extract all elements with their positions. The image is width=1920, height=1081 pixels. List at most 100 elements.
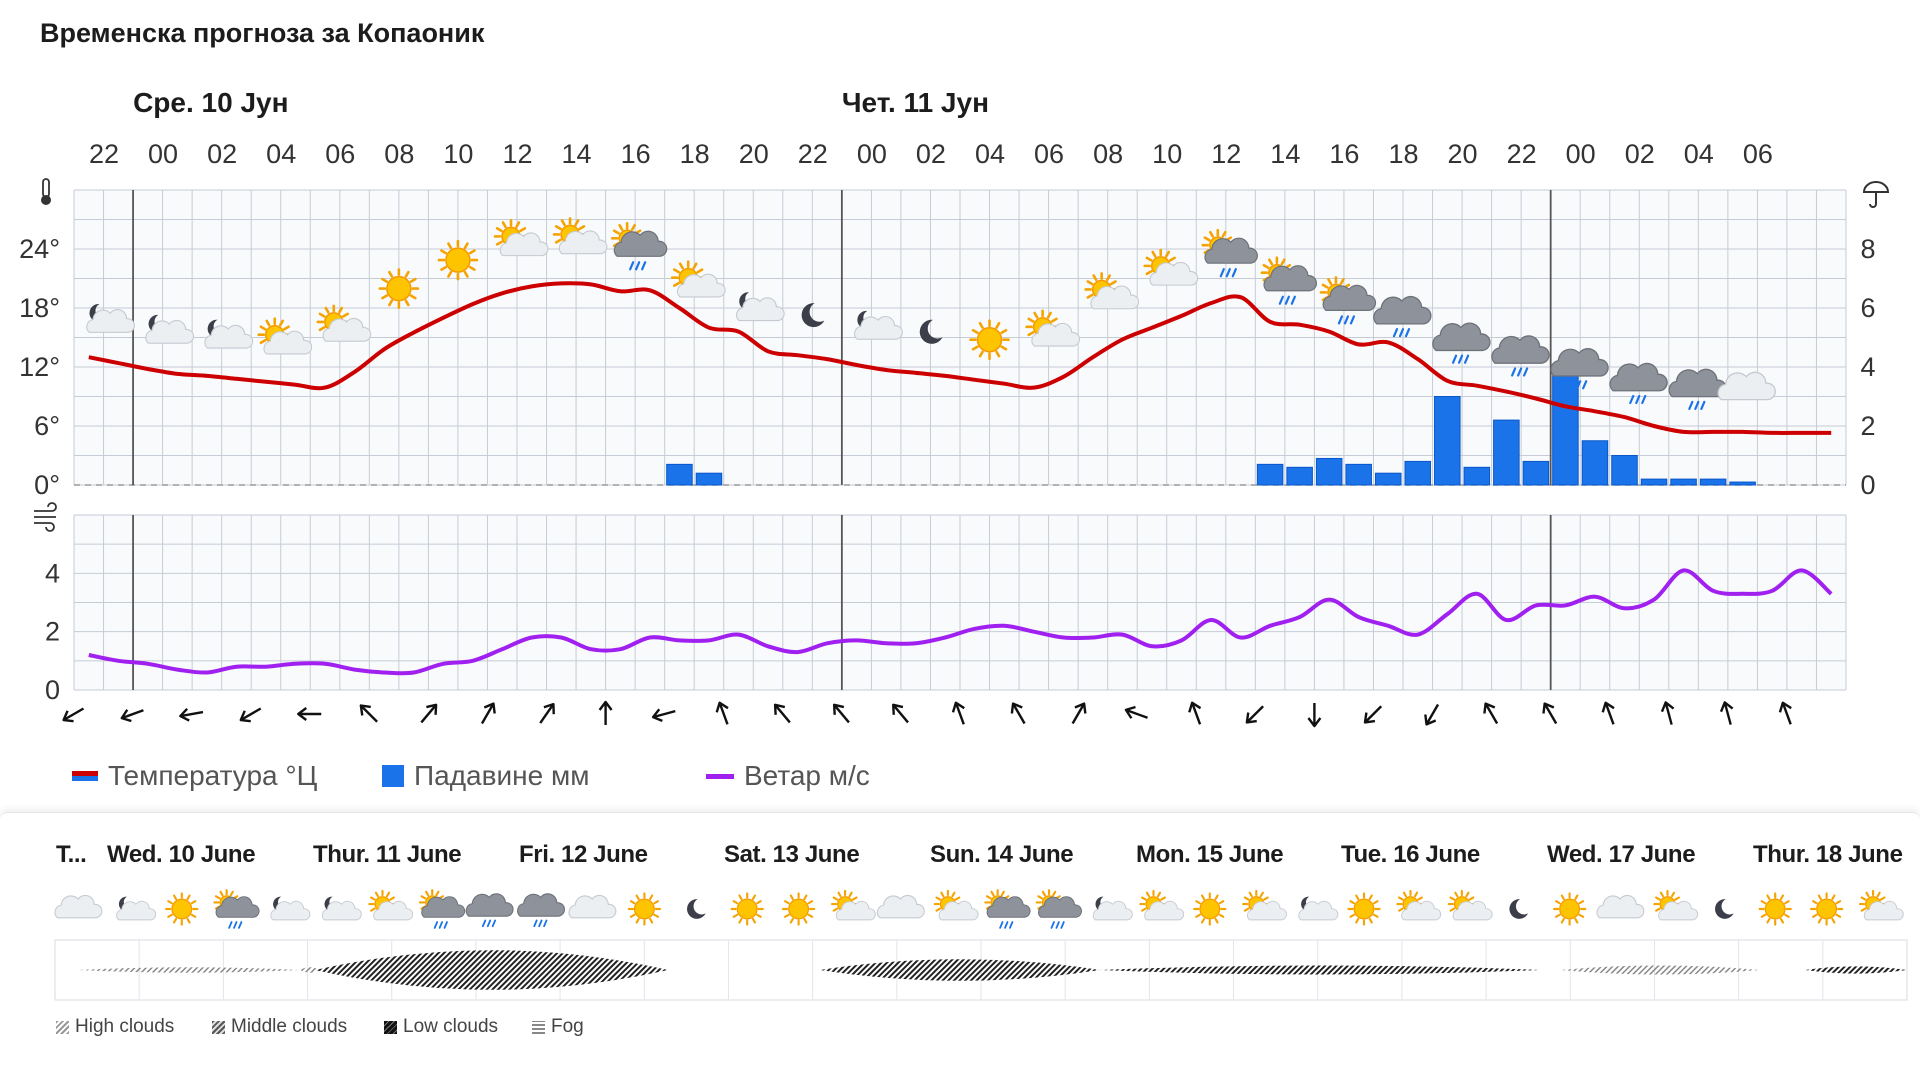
sun-icon (730, 892, 764, 926)
sun-icon (165, 892, 199, 926)
precipitation-bar (1581, 440, 1609, 486)
hour-tick-label: 04 (1684, 139, 1714, 169)
precip-tick-label: 8 (1860, 234, 1875, 264)
cloud-layer (820, 959, 1100, 981)
wind-arrow-icon (1424, 703, 1440, 726)
hour-tick-label: 16 (1329, 139, 1359, 169)
legend-wind-label: Ветар м/с (744, 760, 870, 791)
wind-arrow-icon (420, 703, 438, 724)
hour-tick-label: 06 (325, 139, 355, 169)
legend-temperature[interactable]: Температура °Ц (72, 760, 317, 792)
wind-arrow-icon (120, 709, 144, 723)
chart-grid (73, 189, 1847, 691)
sun-icon (1758, 892, 1792, 926)
hour-tick-label: 00 (148, 139, 178, 169)
legend-wind[interactable]: Ветар м/с (706, 760, 870, 792)
wind-arrow-icon (598, 700, 613, 725)
sun-icon (969, 319, 1010, 361)
wind-icon (34, 502, 57, 532)
precipitation-bar (1552, 375, 1579, 486)
forecast-day-label: Sat. 13 June (724, 841, 859, 868)
precipitation-bar (695, 472, 723, 486)
wind-arrow-icon (62, 707, 85, 723)
partly-cloudy-sun-icon (552, 217, 608, 255)
partly-cloudy-sun-icon (257, 317, 313, 355)
precipitation-bar (1493, 419, 1520, 486)
hour-tick-label: 20 (1448, 139, 1478, 169)
rain-showers-sun-icon (984, 889, 1031, 929)
page-title: Временска прогноза за Копаоник (40, 18, 485, 48)
precip-tick-label: 0 (1860, 470, 1875, 500)
precipitation-bar (1611, 455, 1638, 486)
wind-arrow-icon (892, 703, 909, 724)
hour-tick-label: 02 (207, 139, 237, 169)
wind-arrow-icon (1542, 702, 1558, 725)
precip-tick-label: 6 (1860, 293, 1875, 323)
hour-tick-label: 22 (798, 139, 828, 169)
cloud-layer (300, 967, 320, 973)
moon-icon (687, 899, 706, 919)
rain-cloud-icon (465, 893, 514, 928)
partly-cloudy-sun-icon (670, 260, 726, 298)
hour-tick-label: 06 (1743, 139, 1773, 169)
multiday-forecast-panel: T... Wed. 10 June Thur. 11 June Fri. 12 Jun… (0, 812, 1920, 1081)
hour-tick-label: 02 (916, 139, 946, 169)
wind-tick-label: 4 (45, 558, 60, 588)
cloud-legend-high-label: High clouds (75, 1016, 175, 1037)
partly-cloudy-sun-icon (1447, 889, 1493, 921)
hour-tick-label: 04 (975, 139, 1005, 169)
rain-cloud-icon (1491, 335, 1550, 377)
wind-arrow-icon (1660, 701, 1675, 725)
weather-symbols (86, 217, 1776, 410)
sun-icon (378, 268, 420, 309)
legend-temperature-label: Температура °Ц (108, 760, 318, 791)
sun-icon (1347, 892, 1381, 926)
cloud-icon (54, 894, 103, 919)
forecast-symbols (54, 889, 1904, 929)
partly-cloudy-sun-icon (1396, 889, 1442, 921)
hour-tick-label: 00 (1566, 139, 1596, 169)
rain-showers-sun-icon (1035, 889, 1082, 929)
hour-tick-label: 12 (502, 139, 532, 169)
partly-cloudy-night-icon (321, 896, 362, 921)
hour-tick-label: 06 (1034, 139, 1064, 169)
hour-tick-label: 20 (739, 139, 769, 169)
moon-icon (919, 319, 943, 344)
temperature-line (88, 281, 1832, 435)
cloud-legend-middle-label: Middle clouds (231, 1016, 348, 1037)
wind-tick-label: 0 (45, 675, 60, 705)
rain-cloud-icon (1668, 368, 1727, 410)
temp-tick-label: 0° (34, 470, 60, 500)
precipitation-bar (1345, 463, 1372, 486)
precipitation-bar (1434, 396, 1461, 486)
partly-cloudy-sun-icon (1653, 889, 1699, 921)
wind-arrow-icon (359, 704, 378, 723)
partly-cloudy-night-icon (204, 319, 254, 349)
partly-cloudy-night-icon (86, 304, 135, 333)
wind-arrow-icon (1010, 702, 1026, 725)
precip-tick-label: 2 (1860, 411, 1875, 441)
cloud-legend-middle: Middle clouds (212, 1016, 347, 1038)
cloud-legend-high: High clouds (56, 1016, 174, 1038)
partly-cloudy-night-icon (854, 310, 903, 340)
rain-showers-sun-icon (610, 222, 668, 271)
precipitation-legend-icon (382, 765, 404, 787)
cloud-legend-fog-label: Fog (551, 1016, 584, 1037)
wind-speed-line (88, 568, 1833, 676)
cloud-layer (1560, 965, 1760, 975)
partly-cloudy-sun-icon (1143, 248, 1199, 286)
forecast-day-label: Thur. 11 June (313, 841, 461, 868)
wind-arrow-icon (1363, 705, 1383, 724)
partly-cloudy-sun-icon (316, 304, 372, 342)
cloud-legend-low: Low clouds (384, 1016, 498, 1038)
sun-icon (781, 892, 816, 926)
hour-tick-label: 18 (1388, 139, 1418, 169)
hour-tick-label: 22 (89, 139, 119, 169)
precipitation-bar (1699, 478, 1727, 486)
moon-icon (1509, 899, 1529, 919)
forecast-day-label: Wed. 10 June (107, 841, 255, 868)
legend-precipitation[interactable]: Падавине мм (382, 760, 589, 792)
precipitation-bar (1256, 463, 1284, 486)
rain-cloud-icon (1432, 322, 1491, 364)
